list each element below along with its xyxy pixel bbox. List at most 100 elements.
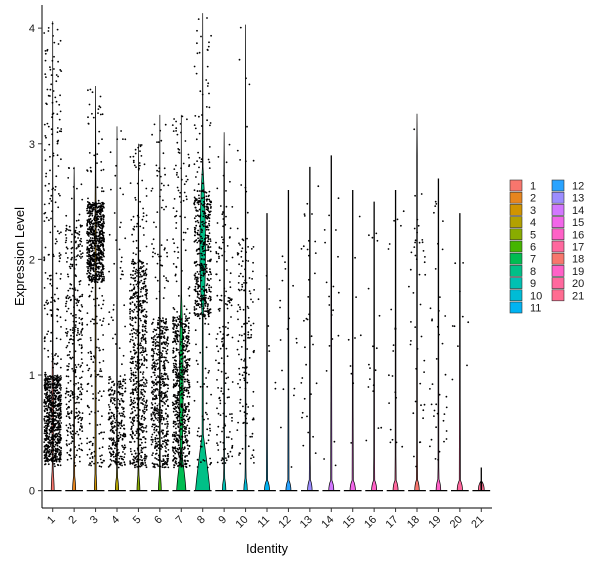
point	[89, 462, 91, 464]
point	[134, 441, 136, 443]
point	[114, 334, 116, 336]
point	[228, 396, 230, 398]
point	[68, 167, 70, 169]
point	[197, 237, 199, 239]
point	[123, 434, 125, 436]
point	[77, 382, 79, 384]
point	[182, 374, 184, 376]
point	[183, 329, 185, 331]
point	[90, 465, 92, 467]
point	[146, 466, 148, 468]
point	[44, 393, 46, 395]
point	[221, 357, 223, 359]
point	[206, 428, 208, 430]
point	[119, 400, 121, 402]
point	[208, 195, 210, 197]
point	[208, 434, 210, 436]
point	[228, 389, 230, 391]
point	[50, 69, 52, 71]
point	[54, 226, 56, 228]
point	[155, 413, 157, 415]
point	[79, 394, 81, 396]
point	[131, 408, 133, 410]
point	[70, 425, 72, 427]
point	[98, 247, 100, 249]
point	[152, 424, 154, 426]
point	[230, 451, 232, 453]
point	[163, 418, 165, 420]
point	[59, 119, 61, 121]
point	[180, 377, 182, 379]
point	[100, 275, 102, 277]
point	[138, 169, 140, 171]
point	[158, 167, 160, 169]
point	[176, 311, 178, 313]
point	[71, 241, 73, 243]
point	[136, 226, 138, 228]
point	[113, 456, 115, 458]
point	[95, 209, 97, 211]
point	[137, 356, 139, 358]
point	[175, 121, 177, 123]
point	[82, 412, 84, 414]
point	[232, 337, 234, 339]
point	[46, 382, 48, 384]
point	[153, 351, 155, 353]
point	[71, 436, 73, 438]
point	[91, 385, 93, 387]
point	[226, 377, 228, 379]
point	[88, 266, 90, 268]
point	[151, 444, 153, 446]
point	[96, 153, 98, 155]
point	[50, 83, 52, 85]
point	[165, 351, 167, 353]
point	[184, 326, 186, 328]
point	[112, 420, 114, 422]
point	[136, 223, 138, 225]
point	[51, 133, 53, 135]
point	[196, 42, 198, 44]
point	[70, 358, 72, 360]
point	[163, 365, 165, 367]
point	[196, 138, 198, 140]
point	[80, 238, 82, 240]
point	[135, 149, 137, 151]
point	[45, 377, 47, 379]
point	[187, 351, 189, 353]
point	[222, 345, 224, 347]
point	[103, 360, 105, 362]
point	[216, 273, 218, 275]
point	[99, 262, 101, 264]
point	[172, 441, 174, 443]
point	[175, 410, 177, 412]
point	[251, 454, 253, 456]
point	[216, 407, 218, 409]
point	[87, 454, 89, 456]
point	[160, 444, 162, 446]
point	[142, 349, 144, 351]
point	[135, 291, 137, 293]
point	[200, 161, 202, 163]
point	[240, 256, 242, 258]
point	[172, 316, 174, 318]
point	[89, 203, 91, 205]
point	[181, 353, 183, 355]
point	[200, 242, 202, 244]
point	[240, 399, 242, 401]
point	[95, 268, 97, 270]
point	[71, 368, 73, 370]
point	[129, 404, 131, 406]
point	[132, 417, 134, 419]
point	[111, 381, 113, 383]
point	[136, 381, 138, 383]
point	[124, 464, 126, 466]
point	[78, 364, 80, 366]
point	[204, 299, 206, 301]
point	[99, 252, 101, 254]
point	[139, 226, 141, 228]
point	[52, 459, 54, 461]
point	[181, 383, 183, 385]
point	[210, 308, 212, 310]
point	[141, 180, 143, 182]
point	[108, 311, 110, 313]
